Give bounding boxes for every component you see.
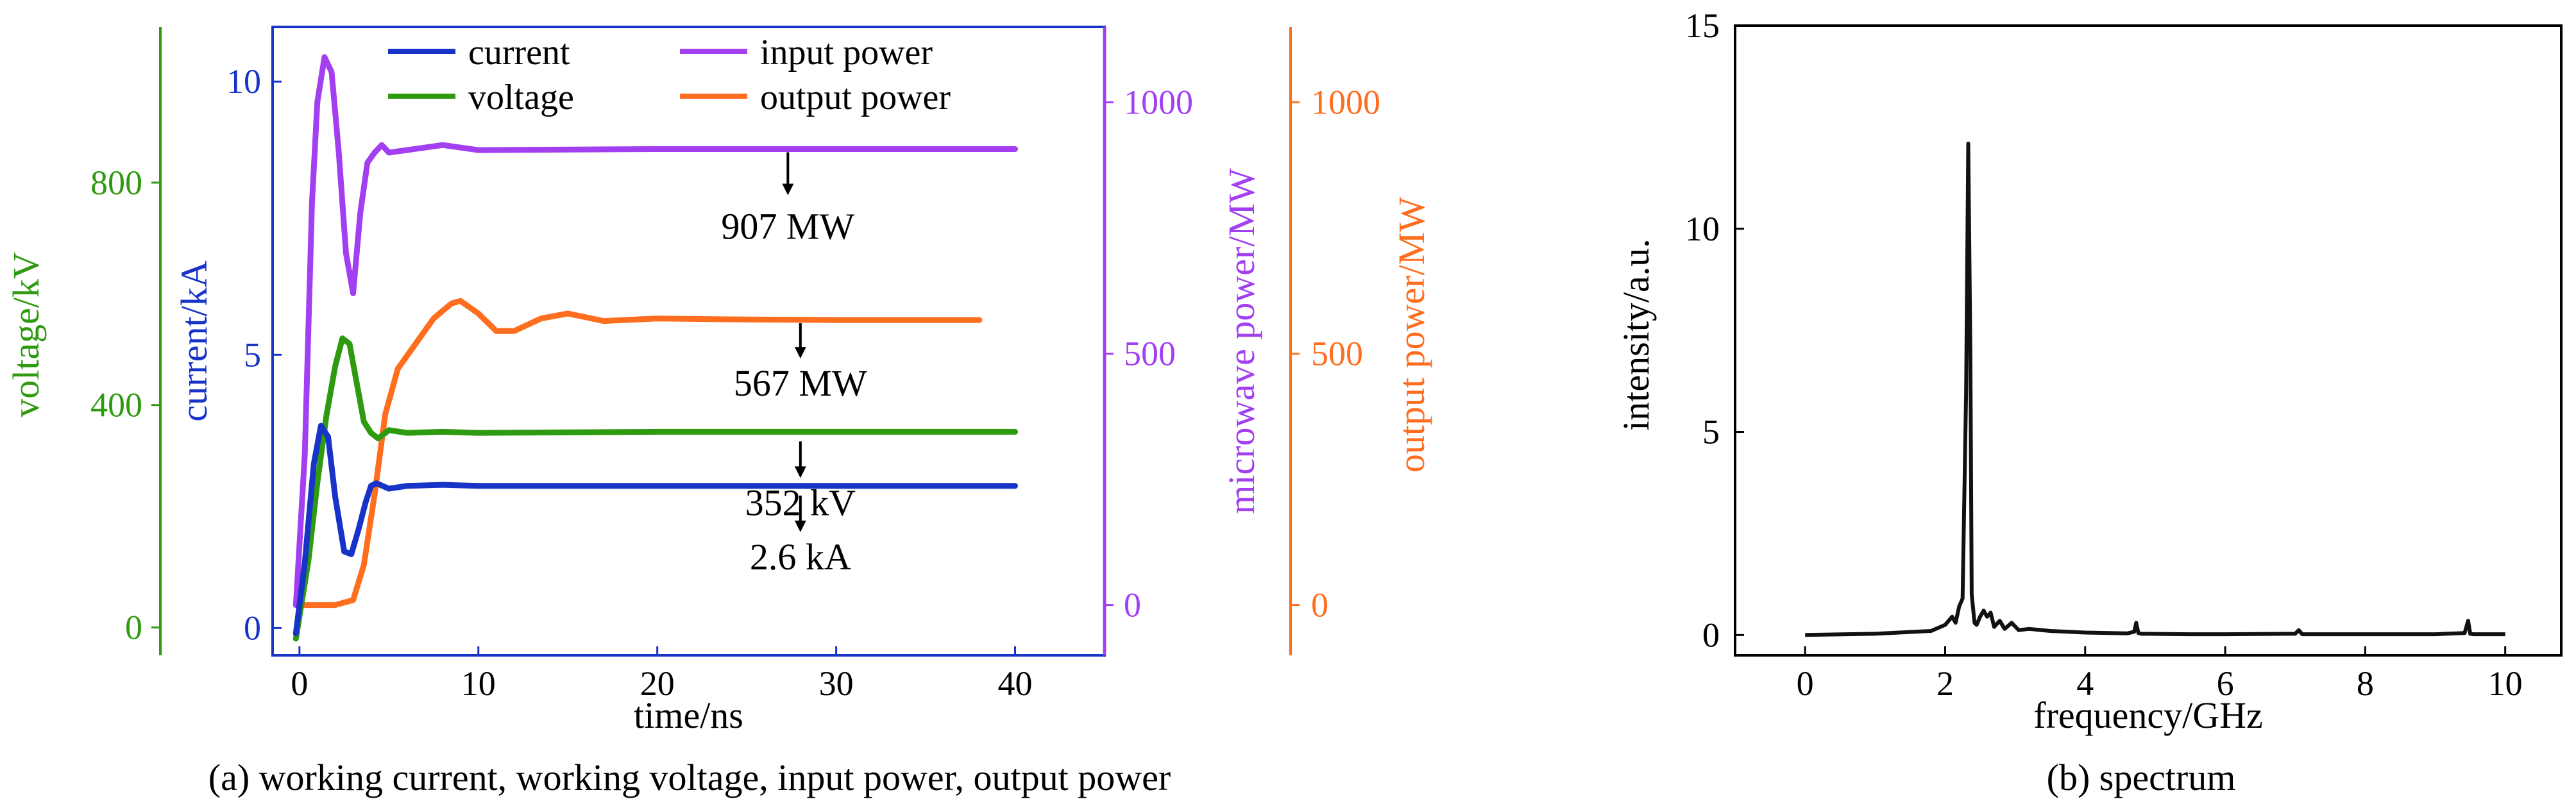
series-line-spectrum xyxy=(1805,141,2505,637)
x-tick-label: 0 xyxy=(291,664,308,703)
current-tick-label: 0 xyxy=(244,609,261,647)
x-tick-label: 4 xyxy=(2076,664,2094,703)
plot-frame xyxy=(1734,24,2563,657)
y-tick-label: 5 xyxy=(1702,413,1720,451)
voltage-tick-label: 0 xyxy=(125,609,142,647)
output-tick-label: 0 xyxy=(1311,586,1328,625)
x-tick-label: 2 xyxy=(1936,664,1954,703)
output-axis-label: output power/MW xyxy=(1391,197,1432,473)
legend-label: output power xyxy=(760,78,951,117)
y-tick-label: 10 xyxy=(1685,210,1720,248)
x-tick-label: 8 xyxy=(2357,664,2374,703)
output-tick-label: 1000 xyxy=(1311,83,1380,122)
panel-b-chart: 0 2 4 6 8 10 0 5 10 15 frequency/GHz intensity/a.u. xyxy=(1615,6,2563,736)
caption-a: (a) working current, working voltage, in… xyxy=(208,757,1171,798)
x-tick-label: 10 xyxy=(461,664,496,703)
microwave-tick-label: 500 xyxy=(1124,335,1176,373)
annotation-arrow-head xyxy=(794,520,806,532)
panel-a-chart: 0 10 20 30 40 time/ns 0 5 10 current/kA 0 400 800 vol… xyxy=(5,26,1432,736)
x-tick-label: 30 xyxy=(819,664,854,703)
current-axis-label: current/kA xyxy=(173,260,215,421)
annotation-label: 567 MW xyxy=(734,362,867,404)
x-tick-label: 0 xyxy=(1797,664,1814,703)
plot-frame xyxy=(271,26,1106,657)
voltage-tick-label: 400 xyxy=(90,386,142,424)
y-tick-label: 0 xyxy=(1702,616,1720,654)
annotation-arrow-head xyxy=(794,347,806,359)
output-tick-label: 500 xyxy=(1311,335,1363,373)
x-tick-label: 10 xyxy=(2488,664,2523,703)
x-tick-label: 6 xyxy=(2217,664,2234,703)
x-tick-label: 40 xyxy=(998,664,1033,703)
annotation-arrow-head xyxy=(794,466,806,478)
legend-label: input power xyxy=(760,33,933,72)
series-line-input-power xyxy=(292,54,1018,609)
microwave-tick-label: 0 xyxy=(1124,586,1141,625)
x-axis-label: frequency/GHz xyxy=(2033,694,2263,736)
annotation-label: 2.6 kA xyxy=(750,536,851,578)
annotation-label: 907 MW xyxy=(721,206,854,248)
caption-b: (b) spectrum xyxy=(2047,757,2236,798)
microwave-axis-label: microwave power/MW xyxy=(1221,168,1262,514)
current-tick-label: 5 xyxy=(244,335,261,374)
annotation-arrow-head xyxy=(782,183,794,196)
y-axis-label: intensity/a.u. xyxy=(1615,239,1657,431)
current-tick-label: 10 xyxy=(226,62,261,101)
x-axis-label: time/ns xyxy=(634,694,743,736)
voltage-axis-label: voltage/kV xyxy=(5,252,47,417)
series-line-current xyxy=(292,423,1018,637)
voltage-tick-label: 800 xyxy=(90,164,142,202)
legend-label: current xyxy=(468,33,570,72)
y-tick-label: 15 xyxy=(1685,6,1720,45)
legend-label: voltage xyxy=(468,78,574,117)
series-line-output-power xyxy=(292,298,983,609)
microwave-tick-label: 1000 xyxy=(1124,83,1193,122)
x-tick-label: 20 xyxy=(640,664,675,703)
